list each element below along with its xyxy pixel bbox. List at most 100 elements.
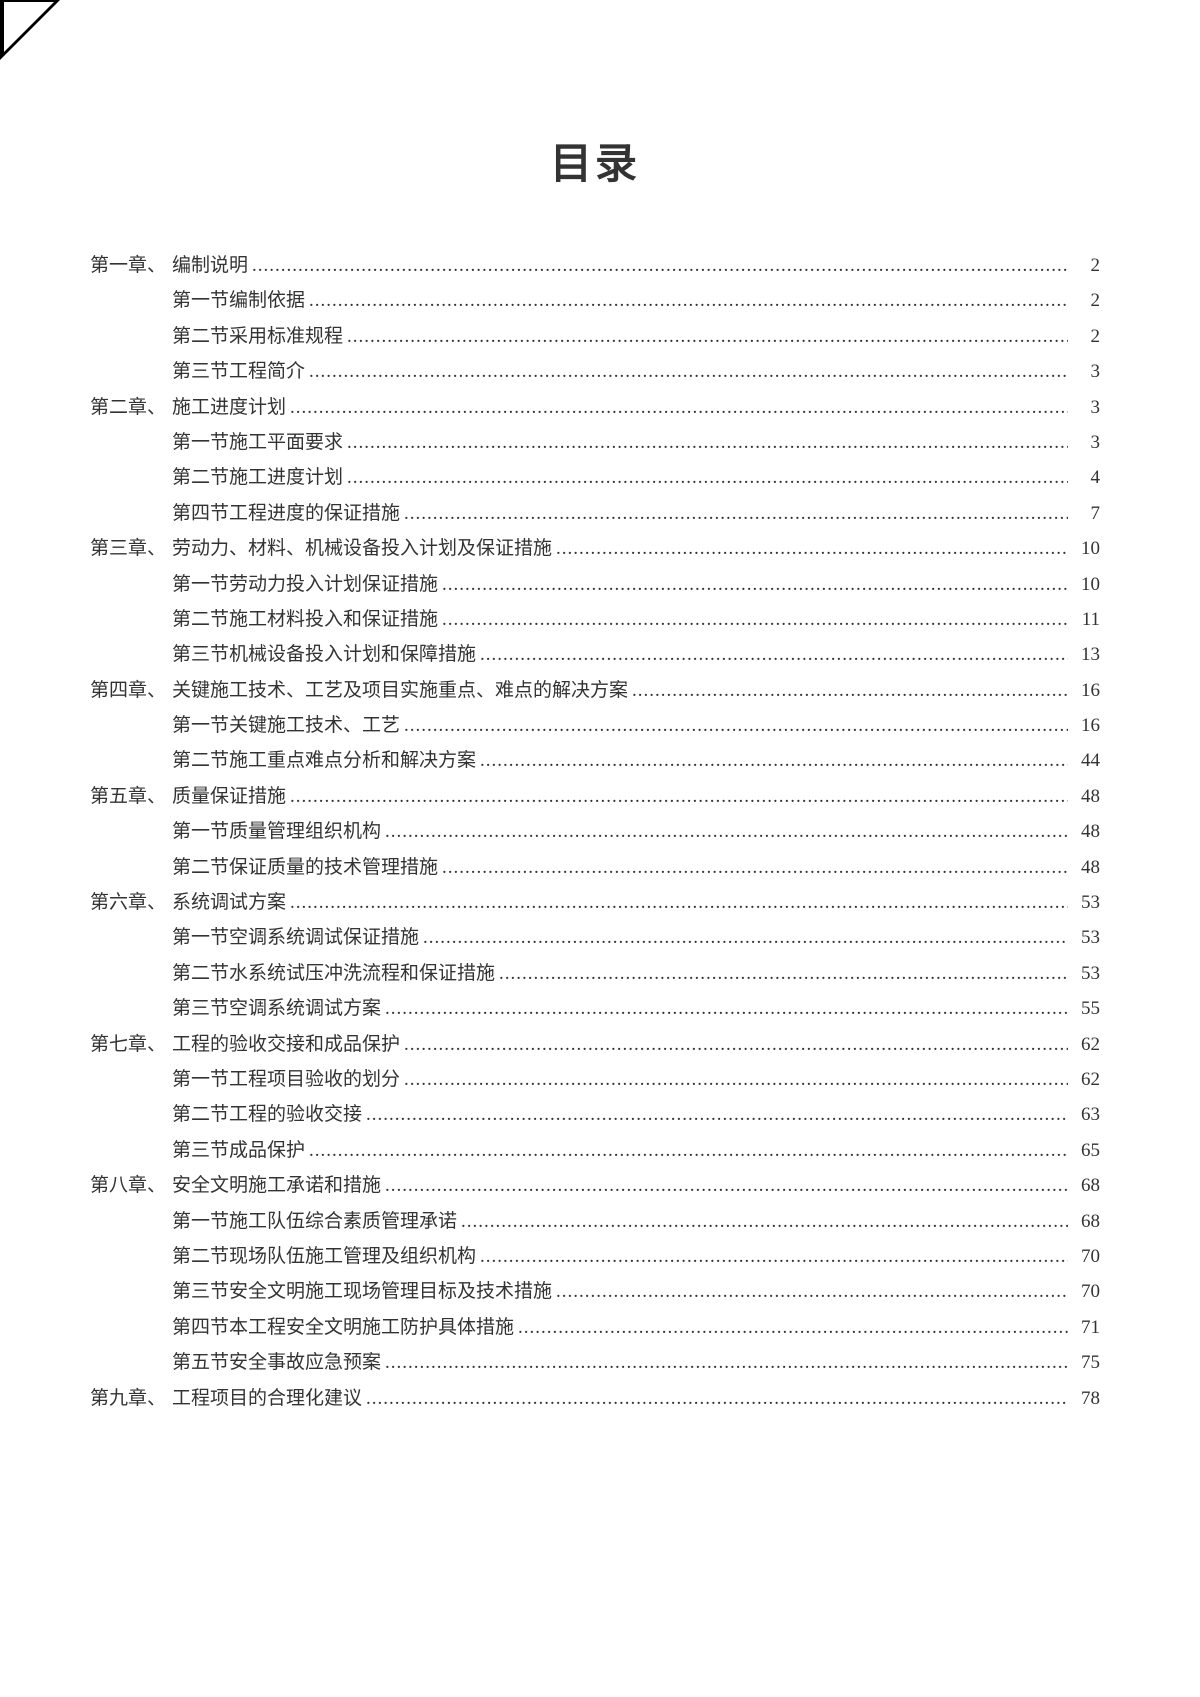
entry-text: 第三节机械设备投入计划和保障措施: [172, 640, 476, 670]
toc-section-entry: 第二节施工材料投入和保证措施11: [90, 605, 1100, 635]
toc-section-entry: 第二节施工重点难点分析和解决方案 44: [90, 746, 1100, 776]
leader-dots: [290, 888, 1068, 918]
page-number: 53: [1072, 888, 1100, 918]
leader-dots: [309, 357, 1068, 387]
entry-text: 第三节工程简介: [172, 357, 305, 387]
entry-text: 第一节劳动力投入计划保证措施: [172, 570, 438, 600]
entry-text: 第三节安全文明施工现场管理目标及技术措施: [172, 1277, 552, 1307]
leader-dots: [309, 1136, 1068, 1166]
leader-dots: [556, 534, 1068, 564]
entry-text: 第三节成品保护: [172, 1136, 305, 1166]
page-number: 70: [1072, 1242, 1100, 1272]
page-number: 2: [1072, 286, 1100, 316]
page-number: 10: [1072, 570, 1100, 600]
leader-dots: [632, 676, 1068, 706]
leader-dots: [385, 1171, 1068, 1201]
entry-text: 第三节空调系统调试方案: [172, 994, 381, 1024]
toc-section-entry: 第五节安全事故应急预案75: [90, 1348, 1100, 1378]
entry-text: 第一节关键施工技术、工艺: [172, 711, 400, 741]
toc-section-entry: 第二节保证质量的技术管理措施48: [90, 853, 1100, 883]
page-number: 68: [1072, 1171, 1100, 1201]
entry-text: 第一节质量管理组织机构: [172, 817, 381, 847]
toc-chapter-entry: 第二章、施工进度计划 3: [90, 393, 1100, 423]
toc-section-entry: 第三节成品保护65: [90, 1136, 1100, 1166]
leader-dots: [347, 428, 1068, 458]
chapter-label: 第二章、: [90, 393, 172, 423]
entry-text: 编制说明: [172, 251, 248, 281]
entry-text: 施工进度计划: [172, 393, 286, 423]
entry-text: 质量保证措施: [172, 782, 286, 812]
page-number: 48: [1072, 853, 1100, 883]
page-number: 3: [1072, 357, 1100, 387]
entry-text: 第二节施工进度计划: [172, 463, 343, 493]
page-number: 3: [1072, 393, 1100, 423]
leader-dots: [404, 1065, 1068, 1095]
toc-chapter-entry: 第四章、关键施工技术、工艺及项目实施重点、难点的解决方案16: [90, 676, 1100, 706]
page-number: 44: [1072, 746, 1100, 776]
toc-chapter-entry: 第六章、系统调试方案53: [90, 888, 1100, 918]
leader-dots: [442, 605, 1068, 635]
leader-dots: [347, 463, 1068, 493]
entry-text: 第二节现场队伍施工管理及组织机构: [172, 1242, 476, 1272]
toc-section-entry: 第三节机械设备投入计划和保障措施13: [90, 640, 1100, 670]
leader-dots: [480, 746, 1068, 776]
leader-dots: [347, 322, 1068, 352]
chapter-label: 第八章、: [90, 1171, 172, 1201]
page-number: 48: [1072, 782, 1100, 812]
leader-dots: [366, 1384, 1068, 1414]
leader-dots: [480, 640, 1068, 670]
page-number: 68: [1072, 1207, 1100, 1237]
leader-dots: [385, 1348, 1068, 1378]
toc-section-entry: 第三节工程简介 3: [90, 357, 1100, 387]
corner-fold-mark: [0, 0, 60, 60]
toc-section-entry: 第二节施工进度计划 4: [90, 463, 1100, 493]
entry-text: 第一节编制依据: [172, 286, 305, 316]
entry-text: 关键施工技术、工艺及项目实施重点、难点的解决方案: [172, 676, 628, 706]
page-number: 4: [1072, 463, 1100, 493]
page-number: 11: [1072, 605, 1100, 635]
leader-dots: [423, 923, 1068, 953]
entry-text: 系统调试方案: [172, 888, 286, 918]
page-number: 3: [1072, 428, 1100, 458]
page-number: 63: [1072, 1100, 1100, 1130]
toc-section-entry: 第一节关键施工技术、工艺 16: [90, 711, 1100, 741]
leader-dots: [366, 1100, 1068, 1130]
entry-text: 安全文明施工承诺和措施: [172, 1171, 381, 1201]
leader-dots: [461, 1207, 1068, 1237]
page-title: 目录: [90, 130, 1100, 191]
toc-section-entry: 第四节本工程安全文明施工防护具体措施71: [90, 1313, 1100, 1343]
entry-text: 第一节工程项目验收的划分: [172, 1065, 400, 1095]
leader-dots: [385, 817, 1068, 847]
page-number: 16: [1072, 711, 1100, 741]
leader-dots: [309, 286, 1068, 316]
toc-section-entry: 第三节安全文明施工现场管理目标及技术措施 70: [90, 1277, 1100, 1307]
page-number: 7: [1072, 499, 1100, 529]
page-number: 75: [1072, 1348, 1100, 1378]
toc-chapter-entry: 第一章、编制说明2: [90, 251, 1100, 281]
page-number: 10: [1072, 534, 1100, 564]
entry-text: 第一节施工队伍综合素质管理承诺: [172, 1207, 457, 1237]
entry-text: 第二节施工重点难点分析和解决方案: [172, 746, 476, 776]
page-number: 53: [1072, 923, 1100, 953]
leader-dots: [404, 711, 1068, 741]
toc-section-entry: 第二节水系统试压冲洗流程和保证措施53: [90, 959, 1100, 989]
leader-dots: [404, 1030, 1068, 1060]
page-number: 62: [1072, 1065, 1100, 1095]
entry-text: 第二节工程的验收交接: [172, 1100, 362, 1130]
leader-dots: [385, 994, 1068, 1024]
entry-text: 第四节工程进度的保证措施: [172, 499, 400, 529]
entry-text: 工程的验收交接和成品保护: [172, 1030, 400, 1060]
page-number: 70: [1072, 1277, 1100, 1307]
toc-chapter-entry: 第八章、安全文明施工承诺和措施 68: [90, 1171, 1100, 1201]
page-number: 53: [1072, 959, 1100, 989]
toc-chapter-entry: 第九章、工程项目的合理化建议78: [90, 1384, 1100, 1414]
page-number: 2: [1072, 251, 1100, 281]
toc-section-entry: 第一节施工平面要求3: [90, 428, 1100, 458]
toc-section-entry: 第一节质量管理组织机构48: [90, 817, 1100, 847]
page-number: 71: [1072, 1313, 1100, 1343]
toc-section-entry: 第二节采用标准规程2: [90, 322, 1100, 352]
toc-chapter-entry: 第五章、质量保证措施48: [90, 782, 1100, 812]
entry-text: 第一节空调系统调试保证措施: [172, 923, 419, 953]
toc-section-entry: 第二节工程的验收交接 63: [90, 1100, 1100, 1130]
leader-dots: [499, 959, 1068, 989]
